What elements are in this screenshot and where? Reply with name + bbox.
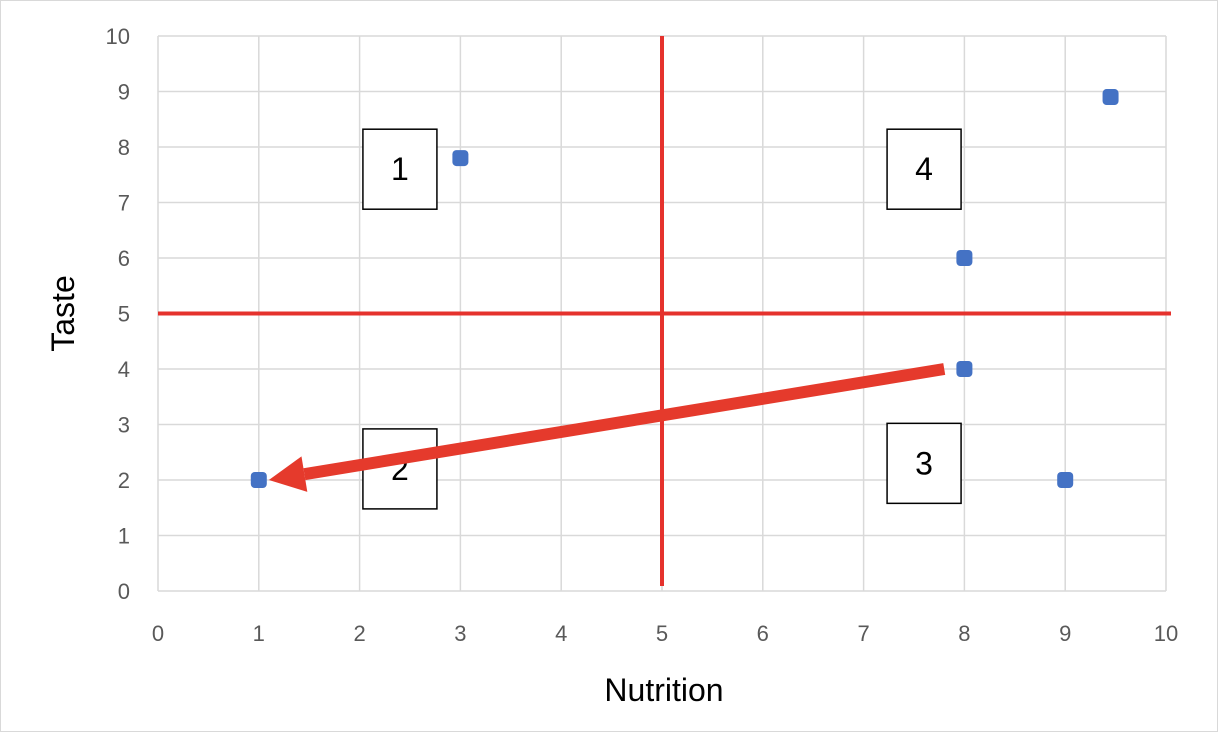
y-tick-label: 9 [118, 80, 130, 105]
data-point [250, 472, 267, 488]
x-tick-label: 8 [958, 621, 970, 646]
x-tick-label: 3 [454, 621, 466, 646]
x-tick-label: 2 [353, 621, 365, 646]
x-tick-label: 10 [1154, 621, 1178, 646]
x-tick-label: 7 [857, 621, 869, 646]
y-tick-label: 0 [118, 579, 130, 604]
data-point [1102, 89, 1119, 106]
data-point [452, 150, 469, 167]
data-point [956, 250, 973, 266]
quadrant-label-text: 3 [915, 445, 933, 481]
quadrant-label-box [362, 428, 438, 510]
y-tick-label: 7 [118, 191, 130, 216]
y-tick-label: 3 [118, 413, 130, 438]
y-axis-title: Taste [45, 275, 81, 351]
y-tick-label: 6 [118, 246, 130, 271]
y-tick-label: 2 [118, 468, 130, 493]
y-tick-label: 4 [118, 357, 130, 382]
quadrant-label-text: 4 [915, 151, 933, 187]
data-point [956, 361, 973, 377]
x-tick-label: 0 [152, 621, 164, 646]
x-tick-label: 9 [1059, 621, 1071, 646]
y-tick-label: 8 [118, 135, 130, 160]
y-tick-label: 1 [118, 524, 130, 549]
x-tick-label: 5 [656, 621, 668, 646]
quadrant-label-box [886, 128, 962, 210]
x-axis-title: Nutrition [604, 672, 723, 708]
y-tick-label: 10 [106, 24, 130, 49]
quadrant-label-box [362, 128, 438, 210]
x-tick-label: 4 [555, 621, 567, 646]
trend-arrow-shaft [303, 363, 946, 481]
x-tick-label: 1 [253, 621, 265, 646]
y-tick-label: 5 [118, 302, 130, 327]
quadrant-label-text: 1 [391, 151, 409, 187]
data-point [1057, 472, 1074, 488]
x-tick-label: 6 [757, 621, 769, 646]
trend-arrow-head [268, 456, 308, 492]
quadrant-label-box [886, 422, 962, 505]
